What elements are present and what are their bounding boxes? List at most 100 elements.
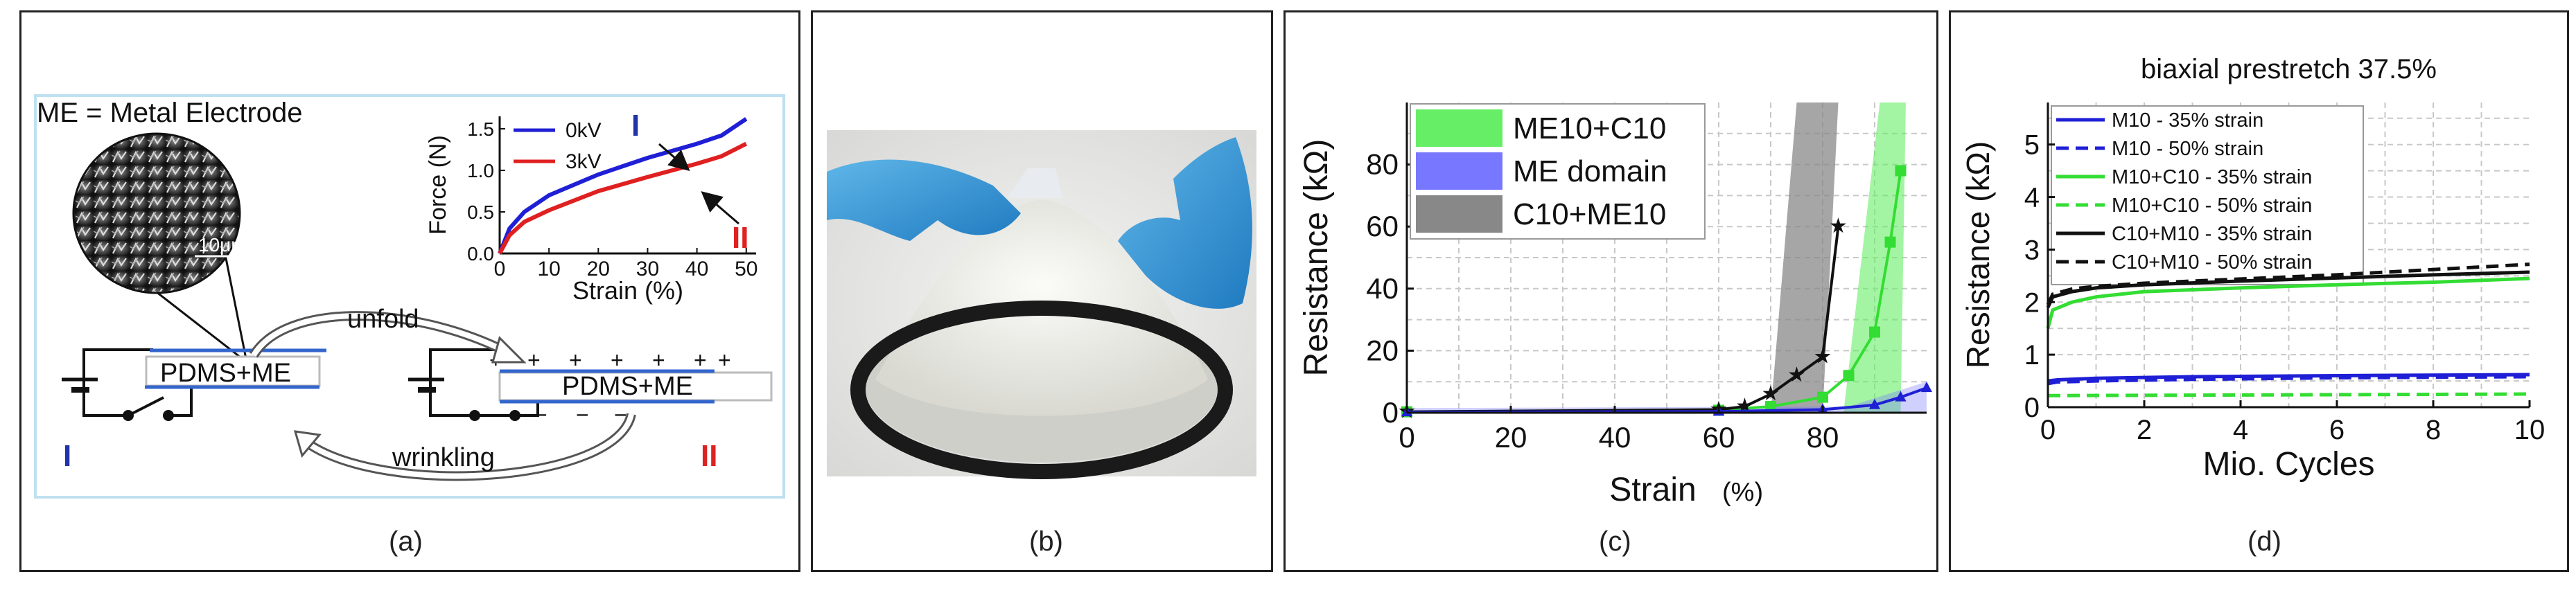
wrinkling-label: wrinkling	[392, 443, 495, 472]
data-point	[1869, 326, 1880, 338]
frame-ring	[850, 301, 1233, 479]
y-tick-label: 60	[1366, 210, 1399, 242]
plus-sign: +	[694, 348, 707, 373]
panel-b-letter: (b)	[1029, 526, 1063, 557]
pdms-box-right	[498, 371, 773, 402]
x-tick-label: 0	[2040, 415, 2056, 445]
unfold-arrow-inner	[251, 313, 508, 357]
legend-label: C10+M10 - 35% strain	[2112, 223, 2312, 245]
pdms-left-label: PDMS+ME	[160, 359, 291, 388]
x-tick-label: 10	[2514, 415, 2546, 445]
data-point	[1921, 382, 1932, 393]
legend-label: ME10+C10	[1513, 111, 1666, 145]
unfold-arrow-head	[491, 336, 527, 364]
plus-sign: +	[569, 348, 582, 373]
right-glove	[1118, 137, 1252, 309]
series-line	[2047, 375, 2530, 386]
data-point	[1817, 391, 1828, 403]
resistance-cycles-chart: M10 - 35% strain M10 - 50% strain M10+C10 …	[1960, 54, 2546, 483]
series-line	[1406, 386, 1927, 414]
series-line	[2047, 392, 2530, 397]
y-axis-label: Resistance (kΩ)	[1960, 141, 1996, 368]
unfold-label: unfold	[347, 305, 419, 334]
x-tick-label: 0	[1399, 421, 1414, 454]
legend-label: M10+C10 - 35% strain	[2112, 166, 2312, 188]
band-me-domain	[1407, 382, 1927, 413]
panel-b: (b)	[811, 10, 1273, 572]
panel-a-letter: (a)	[389, 526, 423, 557]
left-glove	[827, 159, 1021, 241]
force-inset-chart: 0 10 20 30 40 50 0.0 0.5 1.0 1.5 Strain (%) Force (…	[410, 99, 777, 328]
series-line	[2046, 262, 2530, 306]
legend-label: ME domain	[1513, 154, 1667, 188]
pdms-box-left	[145, 355, 321, 387]
inset-x-tick-label: 50	[735, 258, 757, 280]
plus-sign: +	[652, 348, 665, 373]
x-tick-label: 80	[1807, 421, 1839, 454]
switch-I-contact	[163, 410, 174, 421]
legend-swatch	[1416, 195, 1502, 233]
x-tick-label: 20	[1495, 421, 1527, 454]
y-tick-label: 80	[1366, 148, 1399, 181]
legend-label: C10+ME10	[1513, 197, 1666, 231]
wrinkling-arrow-head	[293, 430, 322, 458]
panel-d: M10 - 35% strain M10 - 50% strain M10+C10 …	[1949, 10, 2569, 572]
band-c10-me10	[1771, 102, 1839, 413]
inset-y-tick-label: 0.5	[467, 202, 494, 223]
inset-x-tick-label: 20	[587, 258, 610, 280]
inset-y-axis-label: Force (N)	[425, 135, 451, 235]
charge-signs: + + + + + + + − − − −	[489, 348, 731, 427]
y-tick-label: 3	[2024, 235, 2040, 265]
legend-swatch	[1416, 152, 1502, 190]
plus-sign: +	[718, 348, 731, 373]
data-point	[1843, 370, 1855, 382]
minus-sign: −	[534, 402, 547, 427]
minus-sign: −	[500, 402, 513, 427]
panel-d-letter: (d)	[2248, 526, 2281, 557]
y-tick-label: 20	[1366, 334, 1399, 366]
x-axis-label: Mio. Cycles	[2202, 446, 2374, 483]
scale-label: 10μm	[198, 234, 247, 256]
chart-title: biaxial prestretch 37.5%	[2141, 54, 2437, 84]
minus-sign: −	[614, 402, 627, 427]
x-tick-label: 2	[2137, 415, 2152, 445]
inset-x-tick-label: 0	[494, 258, 506, 280]
inset-y-tick-label: 0.0	[467, 243, 494, 265]
plus-sign: +	[611, 348, 624, 373]
switch-I-blade	[128, 396, 164, 417]
series-line	[2046, 276, 2530, 329]
y-tick-label: 1	[2024, 340, 2040, 370]
legend-swatch	[1416, 109, 1502, 147]
zoom-line-right	[221, 240, 248, 363]
band-me10-c10	[1843, 102, 1906, 413]
circuit-I-wire-bottom	[160, 386, 193, 417]
panel-c: ★★★★★★★002020404060608080Strain(%)Resist…	[1283, 10, 1938, 572]
data-point: ★	[1735, 395, 1754, 418]
x-tick-label: 4	[2233, 415, 2248, 445]
panel-c-letter: (c)	[1599, 526, 1631, 557]
data-point	[1895, 165, 1907, 177]
legend-box	[2051, 105, 2364, 285]
data-point: ★	[1787, 364, 1806, 386]
inset-x-axis-label: Strain (%)	[572, 276, 683, 305]
x-tick-label: 60	[1703, 421, 1735, 454]
legend-label: C10+M10 - 50% strain	[2112, 251, 2312, 274]
y-tick-label: 4	[2024, 183, 2040, 213]
plus-sign: +	[527, 348, 541, 373]
series-line	[2047, 373, 2530, 383]
switch-II-contact	[509, 410, 520, 421]
annotation-arrow-I	[658, 143, 690, 171]
me-definition: ME = Metal Electrode	[37, 98, 303, 128]
x-axis-unit: (%)	[1722, 478, 1763, 507]
y-tick-label: 0	[1383, 396, 1399, 429]
x-axis-label: Strain	[1609, 472, 1696, 508]
pdms-right-label: PDMS+ME	[562, 372, 693, 401]
inset-x-tick-label: 10	[537, 258, 560, 280]
y-tick-label: 5	[2024, 130, 2040, 161]
data-point	[1884, 236, 1896, 248]
legend-label: M10 - 50% strain	[2112, 138, 2263, 160]
data-point	[1895, 391, 1907, 402]
state-I-label: I	[63, 439, 71, 473]
data-point	[1869, 398, 1880, 409]
circuit-I-wire-top	[82, 348, 153, 417]
